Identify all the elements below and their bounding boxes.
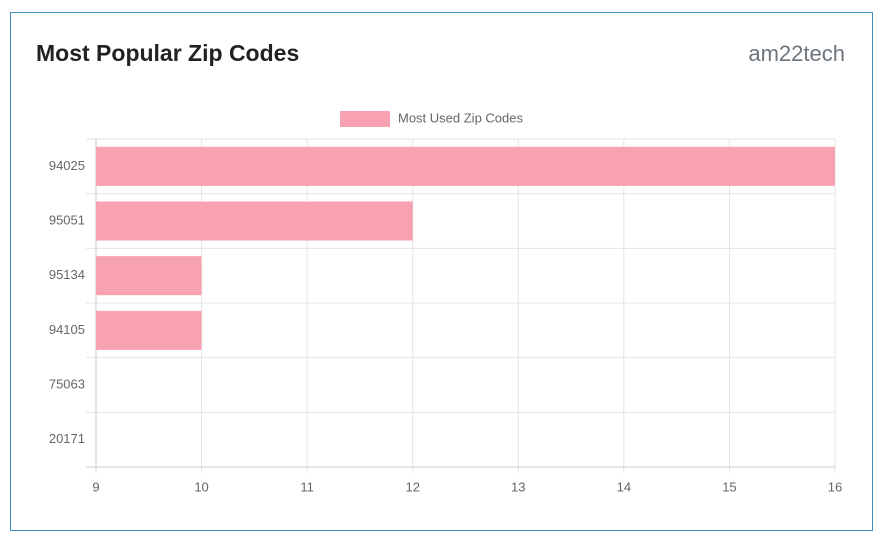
- x-tick-label: 14: [617, 479, 631, 494]
- y-tick-label: 95051: [49, 212, 85, 227]
- x-tick-label: 13: [511, 479, 525, 494]
- y-tick-label: 75063: [49, 376, 85, 391]
- legend-label: Most Used Zip Codes: [398, 110, 523, 125]
- x-tick-label: 10: [194, 479, 208, 494]
- bar: [96, 310, 202, 350]
- x-tick-label: 9: [92, 479, 99, 494]
- y-tick-label: 94105: [49, 322, 85, 337]
- x-tick-label: 12: [405, 479, 419, 494]
- legend-swatch: [340, 111, 390, 127]
- bar: [96, 201, 413, 241]
- bar: [96, 146, 835, 186]
- x-tick-label: 16: [828, 479, 842, 494]
- x-tick-label: 11: [300, 479, 314, 494]
- bar: [96, 256, 202, 296]
- y-tick-label: 20171: [49, 431, 85, 446]
- x-tick-label: 15: [722, 479, 736, 494]
- chart-title: Most Popular Zip Codes: [36, 40, 299, 66]
- y-tick-label: 95134: [49, 267, 85, 282]
- y-tick-label: 94025: [49, 158, 85, 173]
- brand: am22tech: [748, 41, 845, 66]
